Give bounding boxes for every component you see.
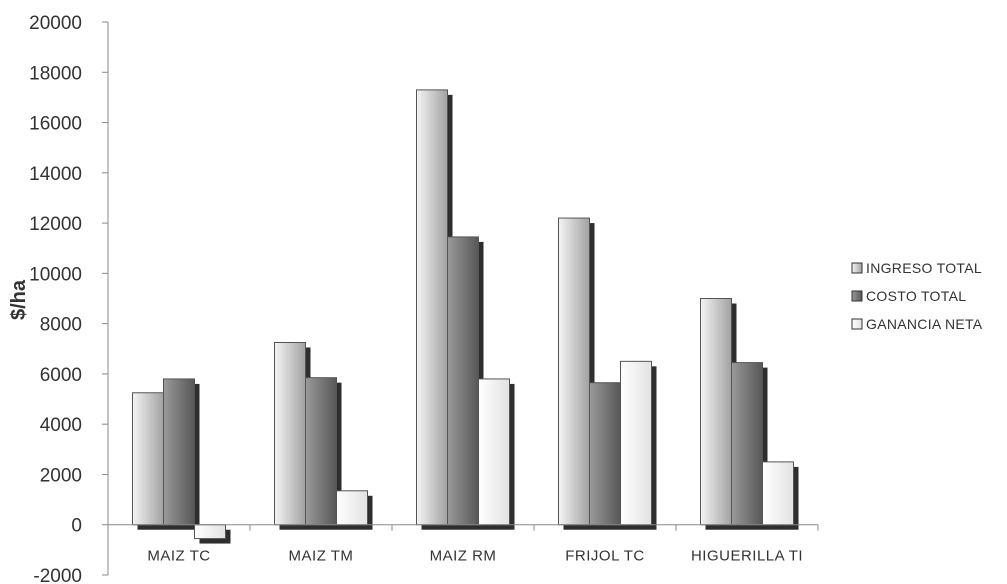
x-tick-label: MAIZ RM <box>430 548 497 565</box>
bar-3-4 <box>620 360 652 526</box>
y-tick-label: 0 <box>71 516 82 537</box>
bar-3-1 <box>194 524 226 540</box>
y-tick-label: 16000 <box>29 114 82 135</box>
labels-layer: -2000 0 2000 4000 6000 8000 10000 12000 14000 160… <box>29 13 803 584</box>
y-tick-label: 6000 <box>40 365 82 386</box>
bar-1-3 <box>416 89 448 526</box>
legend-swatch <box>851 318 863 330</box>
legend-label: INGRESO TOTAL <box>866 260 982 276</box>
y-tick-label: 4000 <box>40 415 82 436</box>
y-axis-label: $/ha <box>8 279 30 320</box>
y-tick-label: 12000 <box>29 214 82 235</box>
legend-swatch <box>851 290 863 302</box>
axes-layer <box>102 21 819 576</box>
x-tick-label: MAIZ TM <box>289 548 354 565</box>
x-tick-label: HIGUERILLA TI <box>691 548 803 565</box>
bar-2-4 <box>589 382 621 526</box>
y-tick-label: 20000 <box>29 13 82 34</box>
y-tick-label: 8000 <box>40 315 82 336</box>
legend-label: GANANCIA NETA <box>866 316 983 332</box>
bar-3-5 <box>762 461 794 526</box>
bar-3-2 <box>336 490 368 526</box>
y-tick-label: 14000 <box>29 164 82 185</box>
legend-label: COSTO TOTAL <box>866 288 966 304</box>
bar-2-2 <box>305 377 337 526</box>
y-tick-label: 2000 <box>40 465 82 486</box>
y-tick-label: -2000 <box>33 566 82 584</box>
x-tick-label: MAIZ TC <box>147 548 210 565</box>
y-tick-label: 18000 <box>29 63 82 84</box>
legend-swatch <box>851 262 863 274</box>
x-tick-label: FRIJOL TC <box>565 548 645 565</box>
bar-3-3 <box>478 378 510 526</box>
bar-1-5 <box>700 298 732 526</box>
bar-1-2 <box>274 341 306 526</box>
y-tick-label: 10000 <box>29 264 82 285</box>
bar-2-5 <box>731 362 763 526</box>
bar-2-3 <box>447 236 479 526</box>
bar-1-4 <box>558 217 590 526</box>
bars-layer <box>132 89 799 544</box>
bar-2-1 <box>163 378 195 526</box>
bar-1-1 <box>132 392 164 526</box>
legend: INGRESO TOTAL COSTO TOTAL GANANCIA NETA <box>851 260 983 332</box>
